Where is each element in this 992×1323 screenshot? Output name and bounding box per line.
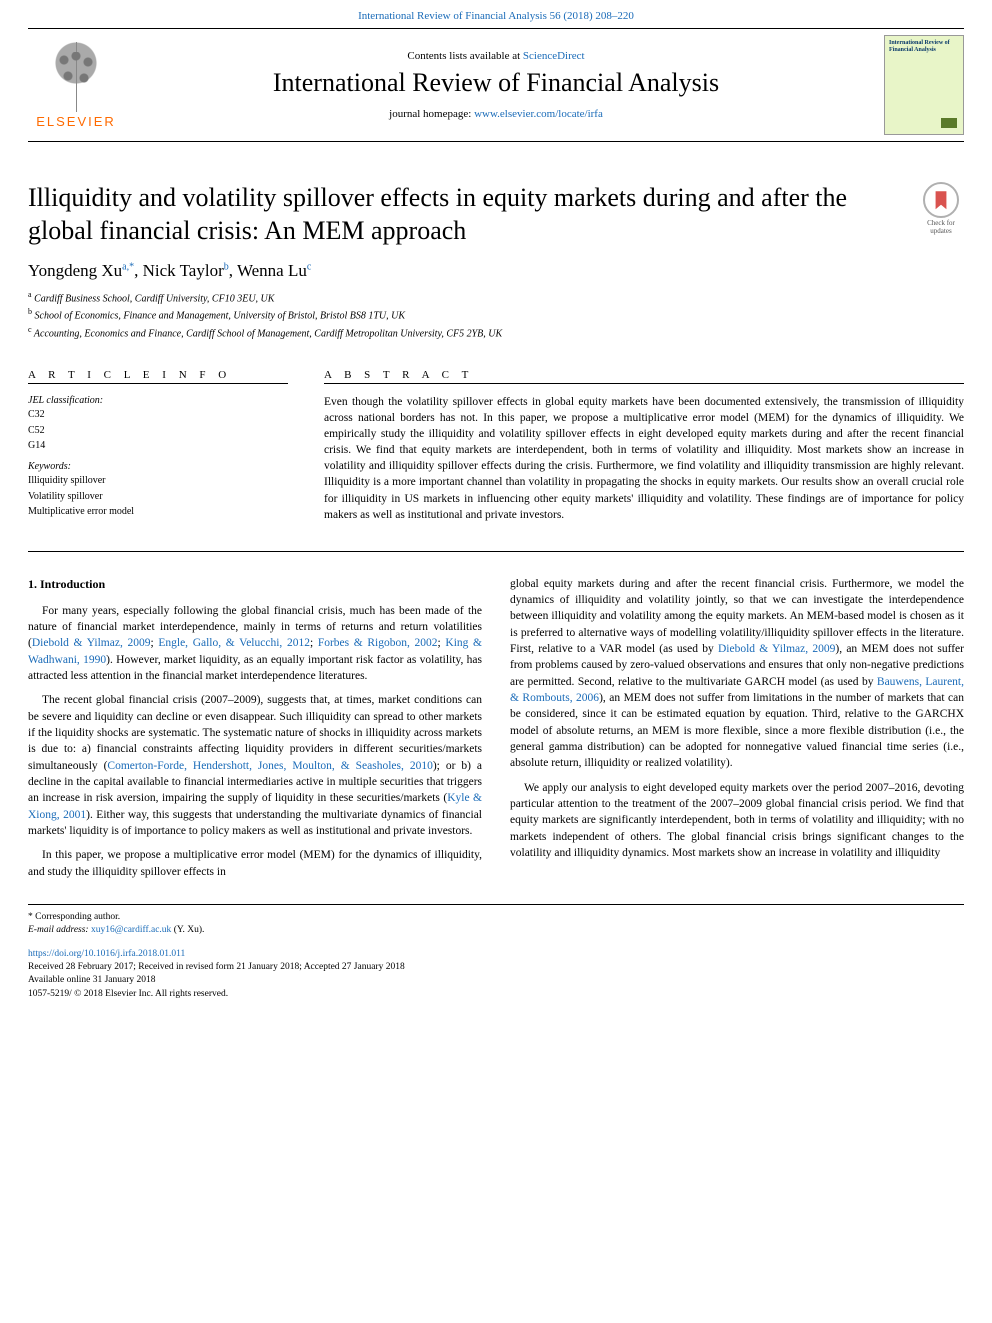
email-line: E-mail address: xuy16@cardiff.ac.uk (Y. … (28, 924, 964, 937)
author-email[interactable]: xuy16@cardiff.ac.uk (91, 925, 171, 935)
email-label: E-mail address: (28, 925, 91, 935)
copyright-line: 1057-5219/ © 2018 Elsevier Inc. All righ… (28, 988, 964, 1001)
keyword-2: Volatility spillover (28, 490, 288, 505)
jel-3: G14 (28, 439, 288, 454)
homepage-line: journal homepage: www.elsevier.com/locat… (136, 108, 856, 120)
corresponding-author: * Corresponding author. (28, 911, 964, 924)
author-2: Nick Taylor (143, 261, 224, 280)
article-title: Illiquidity and volatility spillover eff… (28, 182, 964, 247)
author-1: Yongdeng Xu (28, 261, 122, 280)
para-2: The recent global financial crisis (2007… (28, 692, 482, 839)
abstract-heading: A B S T R A C T (324, 369, 964, 384)
page-footer: * Corresponding author. E-mail address: … (28, 904, 964, 1001)
keywords-label: Keywords: (28, 460, 288, 475)
abstract: A B S T R A C T Even though the volatili… (324, 369, 964, 523)
author-3: Wenna Lu (237, 261, 307, 280)
affiliation-a: a Cardiff Business School, Cardiff Unive… (28, 289, 964, 306)
journal-name: International Review of Financial Analys… (136, 68, 856, 98)
author-3-affil[interactable]: c (307, 261, 311, 272)
homepage-prefix: journal homepage: (389, 108, 474, 120)
jel-2: C52 (28, 424, 288, 439)
keyword-1: Illiquidity spillover (28, 474, 288, 489)
keyword-3: Multiplicative error model (28, 505, 288, 520)
authors-line: Yongdeng Xua,*, Nick Taylorb, Wenna Luc (28, 261, 964, 281)
affiliation-b: b School of Economics, Finance and Manag… (28, 306, 964, 323)
elsevier-tree-icon (41, 42, 111, 112)
section-divider (28, 551, 964, 552)
ref-diebold-yilmaz-2009-b[interactable]: Diebold & Yilmaz, 2009 (718, 643, 835, 655)
ref-comerton-forde-2010[interactable]: Comerton-Forde, Hendershott, Jones, Moul… (107, 760, 432, 772)
header-center: Contents lists available at ScienceDirec… (136, 50, 856, 120)
para-1: For many years, especially following the… (28, 603, 482, 685)
contents-prefix: Contents lists available at (407, 50, 522, 62)
cover-thumb-title: International Review of Financial Analys… (889, 40, 959, 53)
publisher-name: ELSEVIER (36, 114, 116, 129)
received-line: Received 28 February 2017; Received in r… (28, 961, 964, 974)
jel-1: C32 (28, 408, 288, 423)
journal-header: ELSEVIER Contents lists available at Sci… (28, 28, 964, 142)
ref-diebold-yilmaz-2009[interactable]: Diebold & Yilmaz, 2009 (32, 637, 151, 649)
contents-line: Contents lists available at ScienceDirec… (136, 50, 856, 62)
article-body: 1. Introduction For many years, especial… (28, 576, 964, 880)
article-info: A R T I C L E I N F O JEL classification… (28, 369, 288, 523)
email-suffix: (Y. Xu). (171, 925, 204, 935)
affiliation-c: c Accounting, Economics and Finance, Car… (28, 324, 964, 341)
para-4: global equity markets during and after t… (510, 576, 964, 772)
author-2-affil[interactable]: b (224, 261, 229, 272)
abstract-text: Even though the volatility spillover eff… (324, 394, 964, 523)
online-line: Available online 31 January 2018 (28, 974, 964, 987)
doi-link[interactable]: https://doi.org/10.1016/j.irfa.2018.01.0… (28, 949, 185, 959)
running-header: International Review of Financial Analys… (0, 0, 992, 28)
author-1-corr[interactable]: * (129, 261, 134, 272)
citation-link[interactable]: International Review of Financial Analys… (358, 10, 634, 22)
section-1-heading: 1. Introduction (28, 576, 482, 593)
para-3: In this paper, we propose a multiplicati… (28, 847, 482, 880)
ref-engle-2012[interactable]: Engle, Gallo, & Velucchi, 2012 (158, 637, 310, 649)
affiliations: a Cardiff Business School, Cardiff Unive… (28, 289, 964, 341)
para-5: We apply our analysis to eight developed… (510, 780, 964, 862)
ref-forbes-rigobon-2002[interactable]: Forbes & Rigobon, 2002 (318, 637, 438, 649)
check-updates-icon (923, 182, 959, 218)
check-updates-label: Check for updates (918, 220, 964, 235)
article-info-heading: A R T I C L E I N F O (28, 369, 288, 384)
sciencedirect-link[interactable]: ScienceDirect (523, 50, 585, 62)
publisher-logo: ELSEVIER (28, 38, 124, 133)
check-updates-badge[interactable]: Check for updates (918, 182, 964, 235)
journal-cover-thumb: International Review of Financial Analys… (884, 35, 964, 135)
jel-label: JEL classification: (28, 394, 288, 409)
homepage-link[interactable]: www.elsevier.com/locate/irfa (474, 108, 603, 120)
